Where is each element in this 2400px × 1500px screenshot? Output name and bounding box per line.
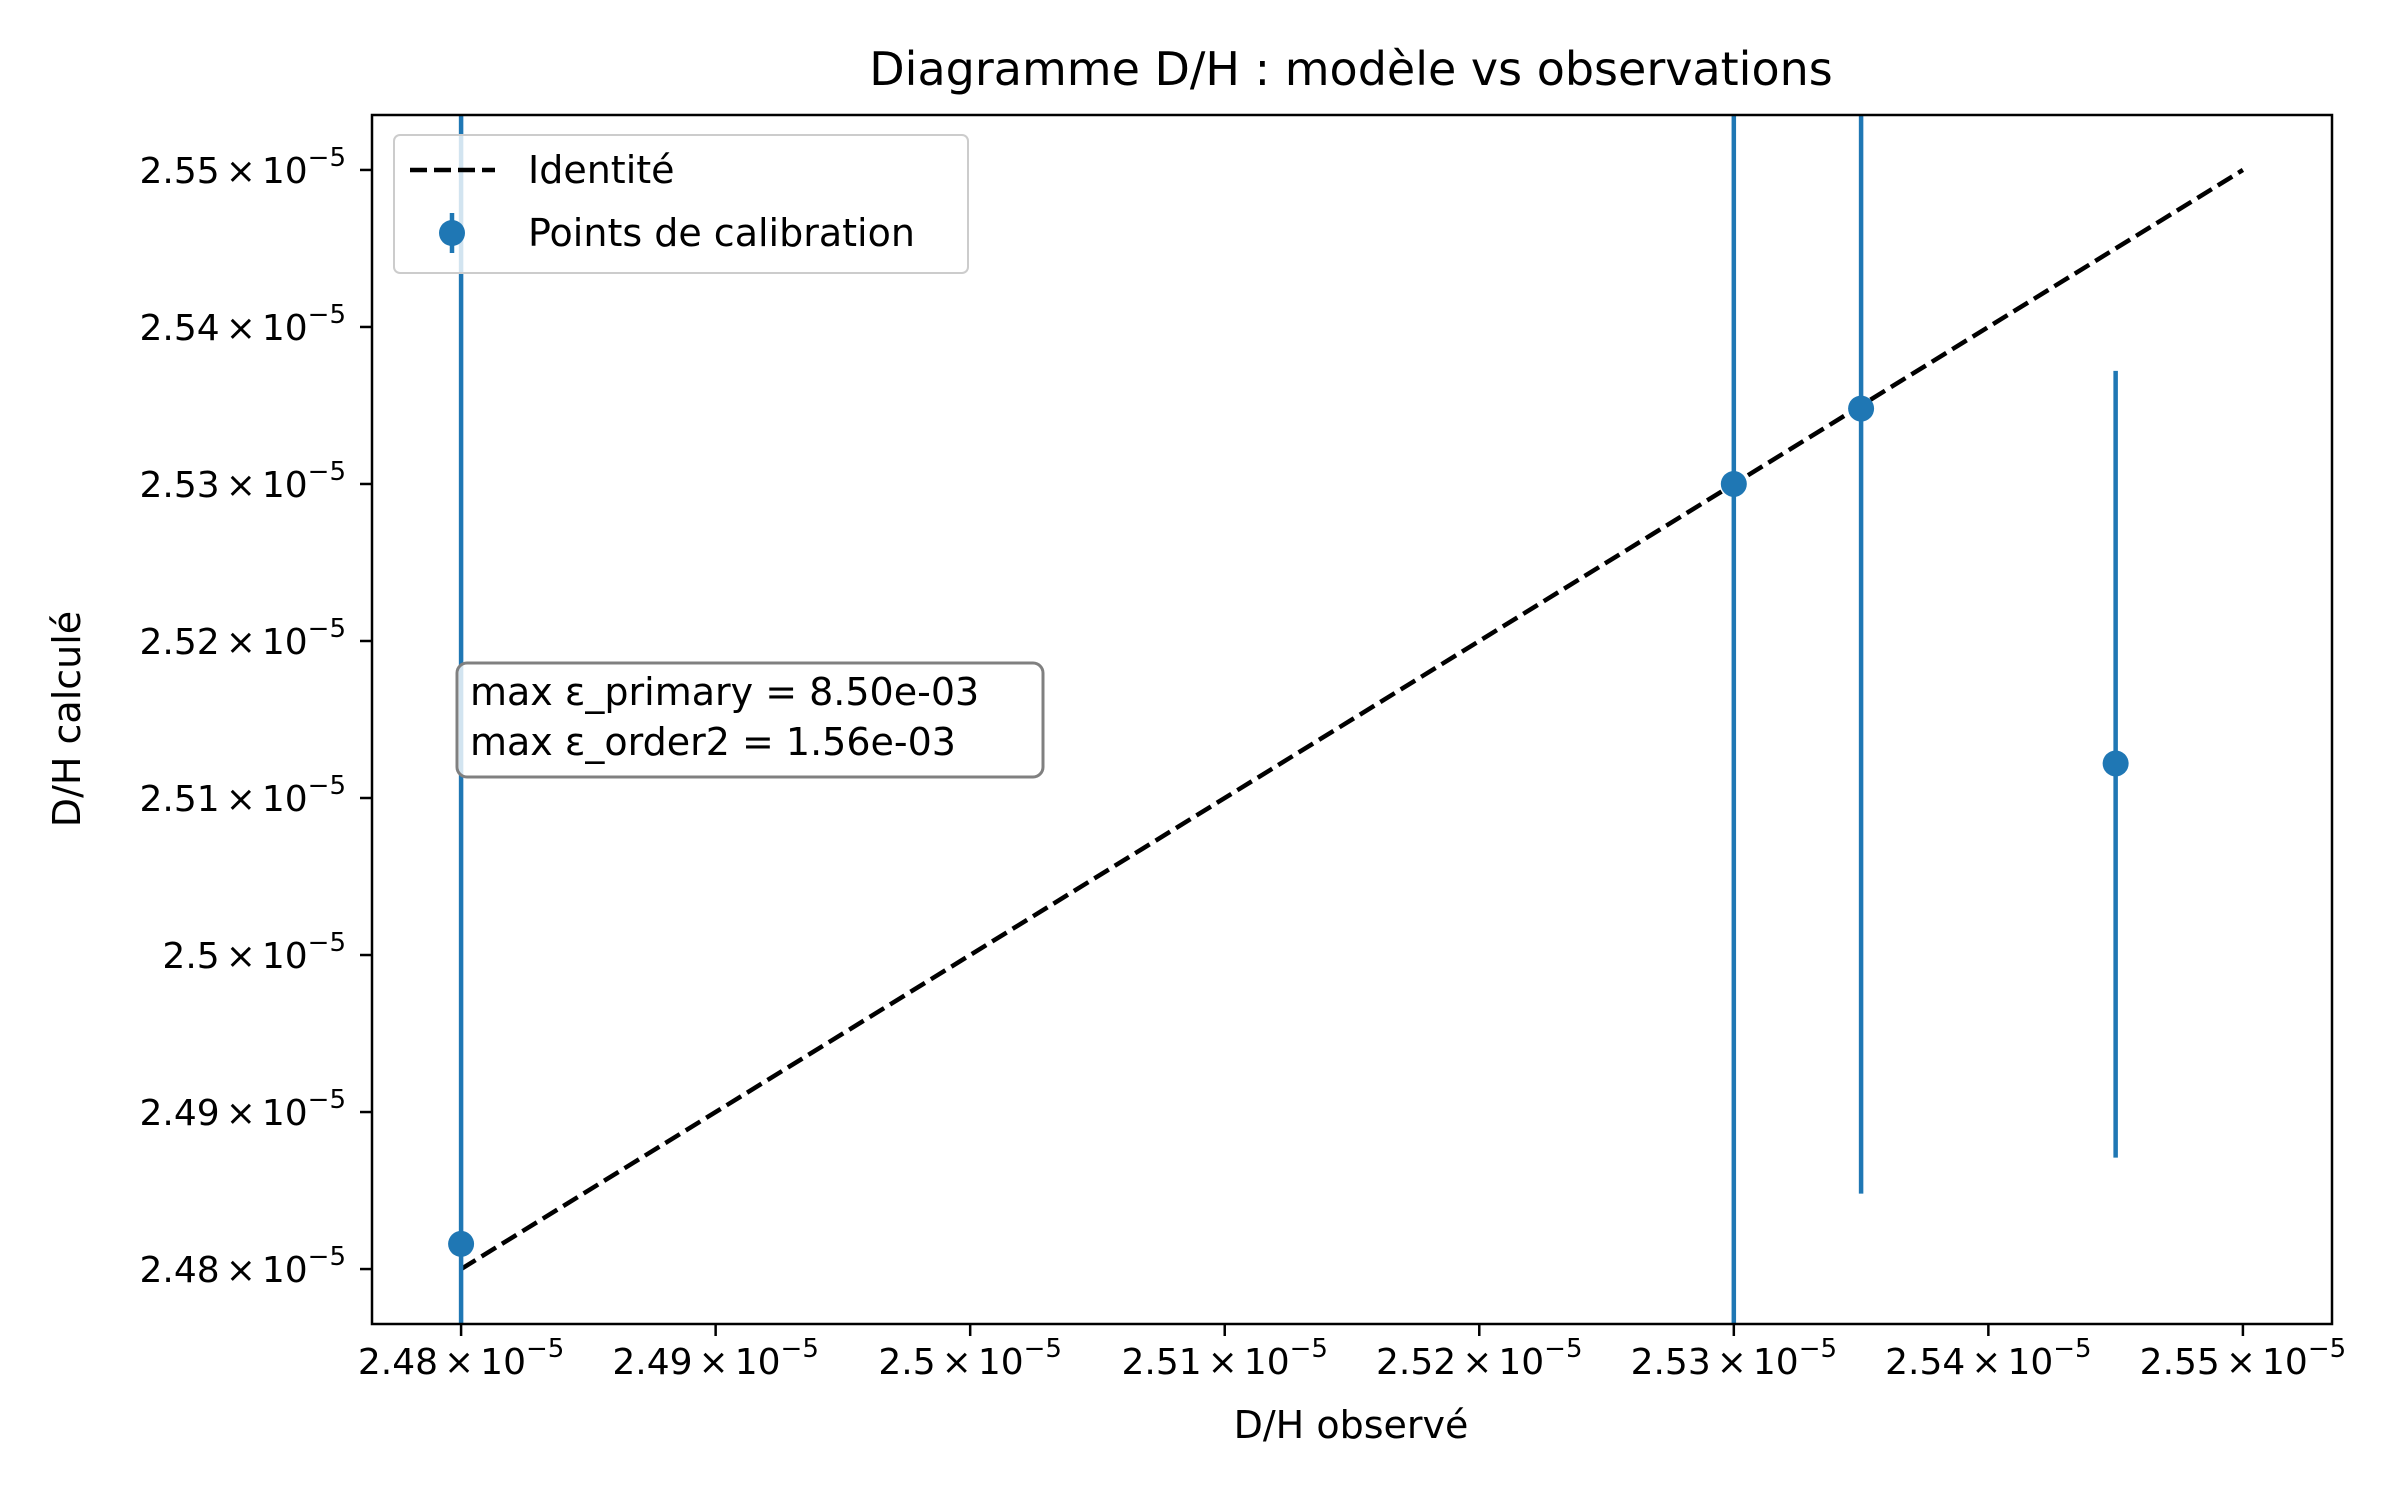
stats-annotation: max ε_primary = 8.50e-03 max ε_order2 = … [455,661,1045,779]
x-tick-label: 2.49 × 10−5 [612,1334,818,1383]
x-tick-label: 2.51 × 10−5 [1121,1334,1327,1383]
data-point [1720,470,1747,497]
annotation-box [455,661,1045,779]
y-tick-label: 2.49 × 10−5 [140,1085,346,1134]
y-tick-label: 2.5 × 10−5 [162,928,346,977]
x-axis-label: D/H observé [1234,1403,1469,1447]
x-tick-label: 2.5 × 10−5 [878,1334,1062,1383]
y-tick-label: 2.55 × 10−5 [140,143,346,192]
x-tick-label: 2.52 × 10−5 [1376,1334,1582,1383]
y-axis-label: D/H calculé [45,611,89,827]
x-tick-label: 2.55 × 10−5 [2140,1334,2346,1383]
y-tick-label: 2.53 × 10−5 [140,457,346,506]
chart-title: Diagramme D/H : modèle vs observations [869,42,1832,96]
data-point [2102,750,2129,777]
x-tick-label: 2.48 × 10−5 [358,1334,564,1383]
y-axis-ticks: 2.48 × 10−5 2.49 × 10−5 2.5 × 10−5 2.51 × 10−5 2.52 ×… [140,143,372,1291]
identity-line [459,168,2245,1271]
x-tick-label: 2.54 × 10−5 [1885,1334,2091,1383]
x-axis-ticks: 2.48 × 10−5 2.49 × 10−5 2.5 × 10−5 2.51 × 10−5 2.52 ×… [358,1324,2346,1383]
plot-frame [370,113,2334,1326]
annotation-line-1: max ε_primary = 8.50e-03 [470,670,979,714]
y-tick-label: 2.52 × 10−5 [140,614,346,663]
x-tick-label: 2.53 × 10−5 [1631,1334,1837,1383]
data-point [448,1230,475,1257]
y-tick-label: 2.48 × 10−5 [140,1242,346,1291]
legend-points-label: Points de calibration [528,211,915,255]
data-point [1848,395,1875,422]
y-tick-label: 2.51 × 10−5 [140,771,346,820]
y-tick-label: 2.54 × 10−5 [140,300,346,349]
annotation-line-2: max ε_order2 = 1.56e-03 [470,720,956,764]
legend: Identité Points de calibration [393,134,969,274]
legend-identity-label: Identité [528,148,675,192]
legend-box [393,134,969,274]
legend-points-marker-swatch [439,220,465,246]
